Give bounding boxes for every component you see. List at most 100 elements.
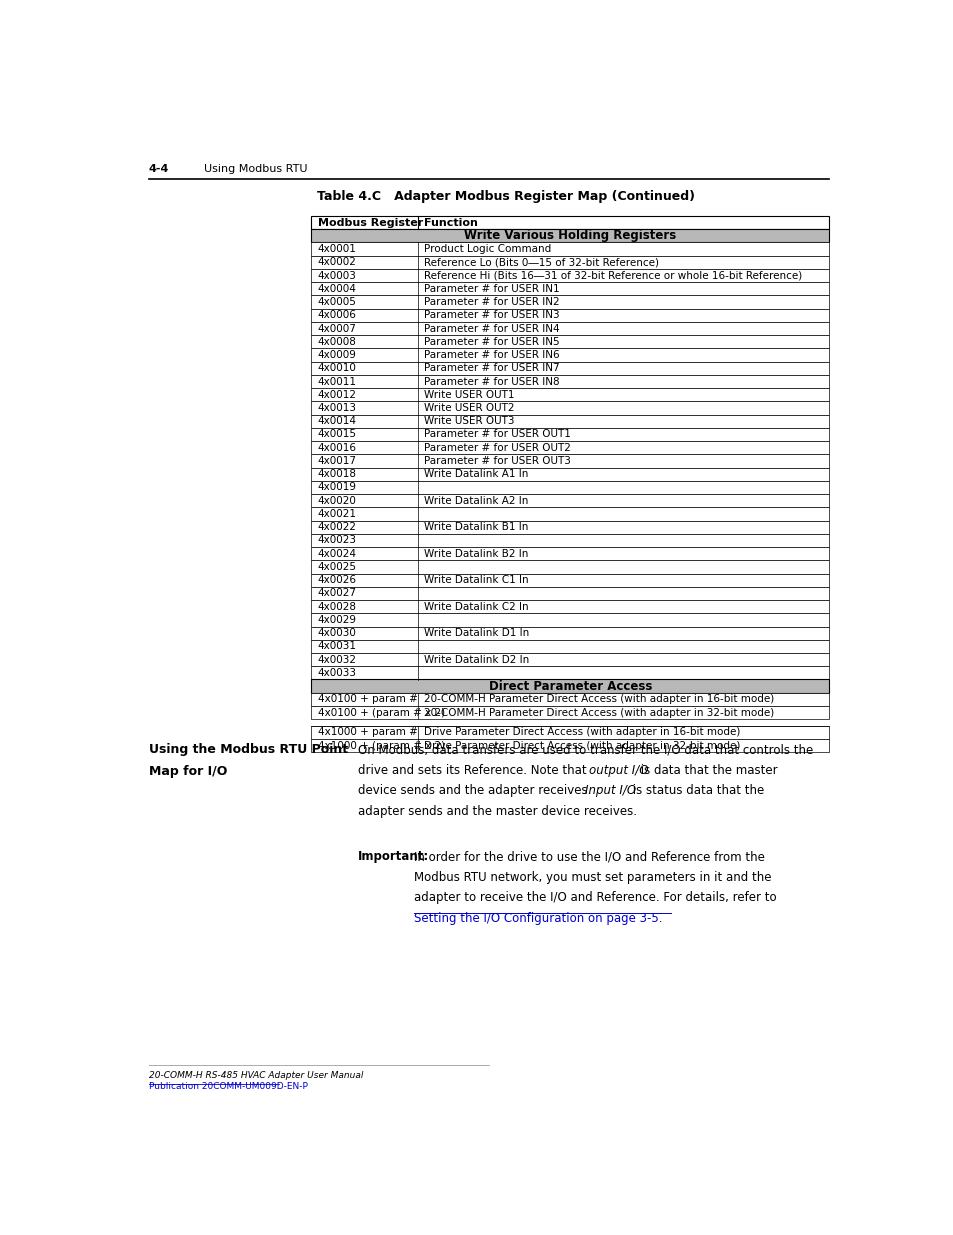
Text: Important:: Important: bbox=[357, 851, 429, 863]
Text: 4x0027: 4x0027 bbox=[317, 588, 356, 599]
Bar bbox=[311, 480, 828, 494]
Text: 4x0001: 4x0001 bbox=[317, 245, 356, 254]
Text: Parameter # for USER IN2: Parameter # for USER IN2 bbox=[423, 298, 558, 308]
Text: 4x1000 + (param # x 2): 4x1000 + (param # x 2) bbox=[317, 741, 444, 751]
Bar bbox=[311, 295, 828, 309]
Text: 4x0009: 4x0009 bbox=[317, 350, 356, 361]
Text: 4-4: 4-4 bbox=[149, 164, 169, 174]
Text: 4x0016: 4x0016 bbox=[317, 442, 356, 453]
Text: 4x0029: 4x0029 bbox=[317, 615, 356, 625]
Text: Parameter # for USER IN6: Parameter # for USER IN6 bbox=[423, 350, 558, 361]
Bar bbox=[311, 561, 828, 573]
Text: 4x0011: 4x0011 bbox=[317, 377, 356, 387]
Text: Product Logic Command: Product Logic Command bbox=[423, 245, 551, 254]
Bar bbox=[311, 508, 828, 521]
Bar bbox=[311, 573, 828, 587]
Text: adapter sends and the master device receives.: adapter sends and the master device rece… bbox=[357, 805, 637, 818]
Bar bbox=[311, 706, 828, 719]
Bar bbox=[311, 256, 828, 269]
Text: 4x0010: 4x0010 bbox=[317, 363, 356, 373]
Text: Write Datalink C1 In: Write Datalink C1 In bbox=[423, 576, 528, 585]
Text: 4x0100 + param #: 4x0100 + param # bbox=[317, 694, 417, 704]
Text: Parameter # for USER IN7: Parameter # for USER IN7 bbox=[423, 363, 558, 373]
Bar bbox=[311, 739, 828, 752]
Text: Write USER OUT2: Write USER OUT2 bbox=[423, 403, 514, 412]
Bar bbox=[311, 454, 828, 468]
Text: Function: Function bbox=[423, 217, 477, 227]
Bar bbox=[311, 587, 828, 600]
Text: 20-COMM-H Parameter Direct Access (with adapter in 16-bit mode): 20-COMM-H Parameter Direct Access (with … bbox=[423, 694, 773, 704]
Text: Modbus Register: Modbus Register bbox=[317, 217, 422, 227]
Text: Parameter # for USER IN5: Parameter # for USER IN5 bbox=[423, 337, 558, 347]
Bar bbox=[311, 441, 828, 454]
Text: 4x0022: 4x0022 bbox=[317, 522, 356, 532]
Text: 4x0008: 4x0008 bbox=[317, 337, 356, 347]
Text: 4x0023: 4x0023 bbox=[317, 536, 356, 546]
Text: 20-COMM-H Parameter Direct Access (with adapter in 32-bit mode): 20-COMM-H Parameter Direct Access (with … bbox=[423, 708, 773, 718]
Text: Write Datalink A2 In: Write Datalink A2 In bbox=[423, 495, 528, 505]
Text: 4x0019: 4x0019 bbox=[317, 483, 356, 493]
Text: Write Various Holding Registers: Write Various Holding Registers bbox=[464, 230, 676, 242]
Bar bbox=[311, 666, 828, 679]
Text: Parameter # for USER OUT1: Parameter # for USER OUT1 bbox=[423, 430, 570, 440]
Text: Write Datalink D1 In: Write Datalink D1 In bbox=[423, 629, 529, 638]
Text: 4x0007: 4x0007 bbox=[317, 324, 356, 333]
Text: On Modbus, data transfers are used to transfer the I/O data that controls the: On Modbus, data transfers are used to tr… bbox=[357, 743, 812, 756]
Text: Map for I/O: Map for I/O bbox=[149, 764, 227, 778]
Bar bbox=[311, 269, 828, 282]
Text: 4x1000 + param #: 4x1000 + param # bbox=[317, 727, 417, 737]
Text: Drive Parameter Direct Access (with adapter in 16-bit mode): Drive Parameter Direct Access (with adap… bbox=[423, 727, 740, 737]
Bar bbox=[311, 282, 828, 295]
Bar bbox=[311, 230, 828, 242]
Text: 4x0020: 4x0020 bbox=[317, 495, 356, 505]
Text: 4x0012: 4x0012 bbox=[317, 390, 356, 400]
Bar bbox=[311, 216, 828, 230]
Text: Reference Hi (Bits 16―31 of 32-bit Reference or whole 16-bit Reference): Reference Hi (Bits 16―31 of 32-bit Refer… bbox=[423, 270, 801, 280]
Text: Input I/O: Input I/O bbox=[584, 784, 636, 798]
Text: Write USER OUT1: Write USER OUT1 bbox=[423, 390, 514, 400]
Text: 4x0018: 4x0018 bbox=[317, 469, 356, 479]
Bar bbox=[311, 348, 828, 362]
Bar bbox=[311, 534, 828, 547]
Text: Reference Lo (Bits 0―15 of 32-bit Reference): Reference Lo (Bits 0―15 of 32-bit Refere… bbox=[423, 257, 659, 267]
Text: Using the Modbus RTU Point: Using the Modbus RTU Point bbox=[149, 743, 348, 756]
Text: Write USER OUT3: Write USER OUT3 bbox=[423, 416, 514, 426]
Text: output I/O: output I/O bbox=[588, 763, 648, 777]
Text: 4x0002: 4x0002 bbox=[317, 257, 356, 267]
Text: Modbus RTU network, you must set parameters in it and the: Modbus RTU network, you must set paramet… bbox=[414, 871, 770, 884]
Text: is status data that the: is status data that the bbox=[629, 784, 763, 798]
Text: 4x0033: 4x0033 bbox=[317, 668, 356, 678]
Text: Parameter # for USER IN3: Parameter # for USER IN3 bbox=[423, 310, 558, 320]
Text: 4x0028: 4x0028 bbox=[317, 601, 356, 611]
Text: 4x0030: 4x0030 bbox=[317, 629, 356, 638]
Bar bbox=[311, 521, 828, 534]
Text: Write Datalink B1 In: Write Datalink B1 In bbox=[423, 522, 528, 532]
Text: 4x0031: 4x0031 bbox=[317, 641, 356, 651]
Bar bbox=[311, 415, 828, 427]
Text: Parameter # for USER IN4: Parameter # for USER IN4 bbox=[423, 324, 558, 333]
Text: 4x0013: 4x0013 bbox=[317, 403, 356, 412]
Bar bbox=[311, 600, 828, 614]
Bar bbox=[311, 375, 828, 388]
Bar bbox=[311, 653, 828, 666]
Text: 4x0032: 4x0032 bbox=[317, 655, 356, 664]
Text: In order for the drive to use the I/O and Reference from the: In order for the drive to use the I/O an… bbox=[414, 851, 763, 863]
Bar bbox=[311, 468, 828, 480]
Text: Parameter # for USER OUT3: Parameter # for USER OUT3 bbox=[423, 456, 570, 466]
Bar bbox=[311, 626, 828, 640]
Bar bbox=[311, 640, 828, 653]
Text: 4x0026: 4x0026 bbox=[317, 576, 356, 585]
Text: 4x0021: 4x0021 bbox=[317, 509, 356, 519]
Text: 4x0005: 4x0005 bbox=[317, 298, 356, 308]
Text: 4x0003: 4x0003 bbox=[317, 270, 356, 280]
Text: 20-COMM-H RS-485 HVAC Adapter User Manual: 20-COMM-H RS-485 HVAC Adapter User Manua… bbox=[149, 1071, 363, 1079]
Text: adapter to receive the I/O and Reference. For details, refer to: adapter to receive the I/O and Reference… bbox=[414, 892, 776, 904]
Bar bbox=[311, 322, 828, 335]
Bar bbox=[311, 726, 828, 739]
Text: Parameter # for USER IN1: Parameter # for USER IN1 bbox=[423, 284, 558, 294]
Bar bbox=[311, 362, 828, 375]
Text: Write Datalink A1 In: Write Datalink A1 In bbox=[423, 469, 528, 479]
Text: 4x0006: 4x0006 bbox=[317, 310, 356, 320]
Text: Table 4.C   Adapter Modbus Register Map (Continued): Table 4.C Adapter Modbus Register Map (C… bbox=[316, 190, 694, 204]
Bar bbox=[311, 242, 828, 256]
